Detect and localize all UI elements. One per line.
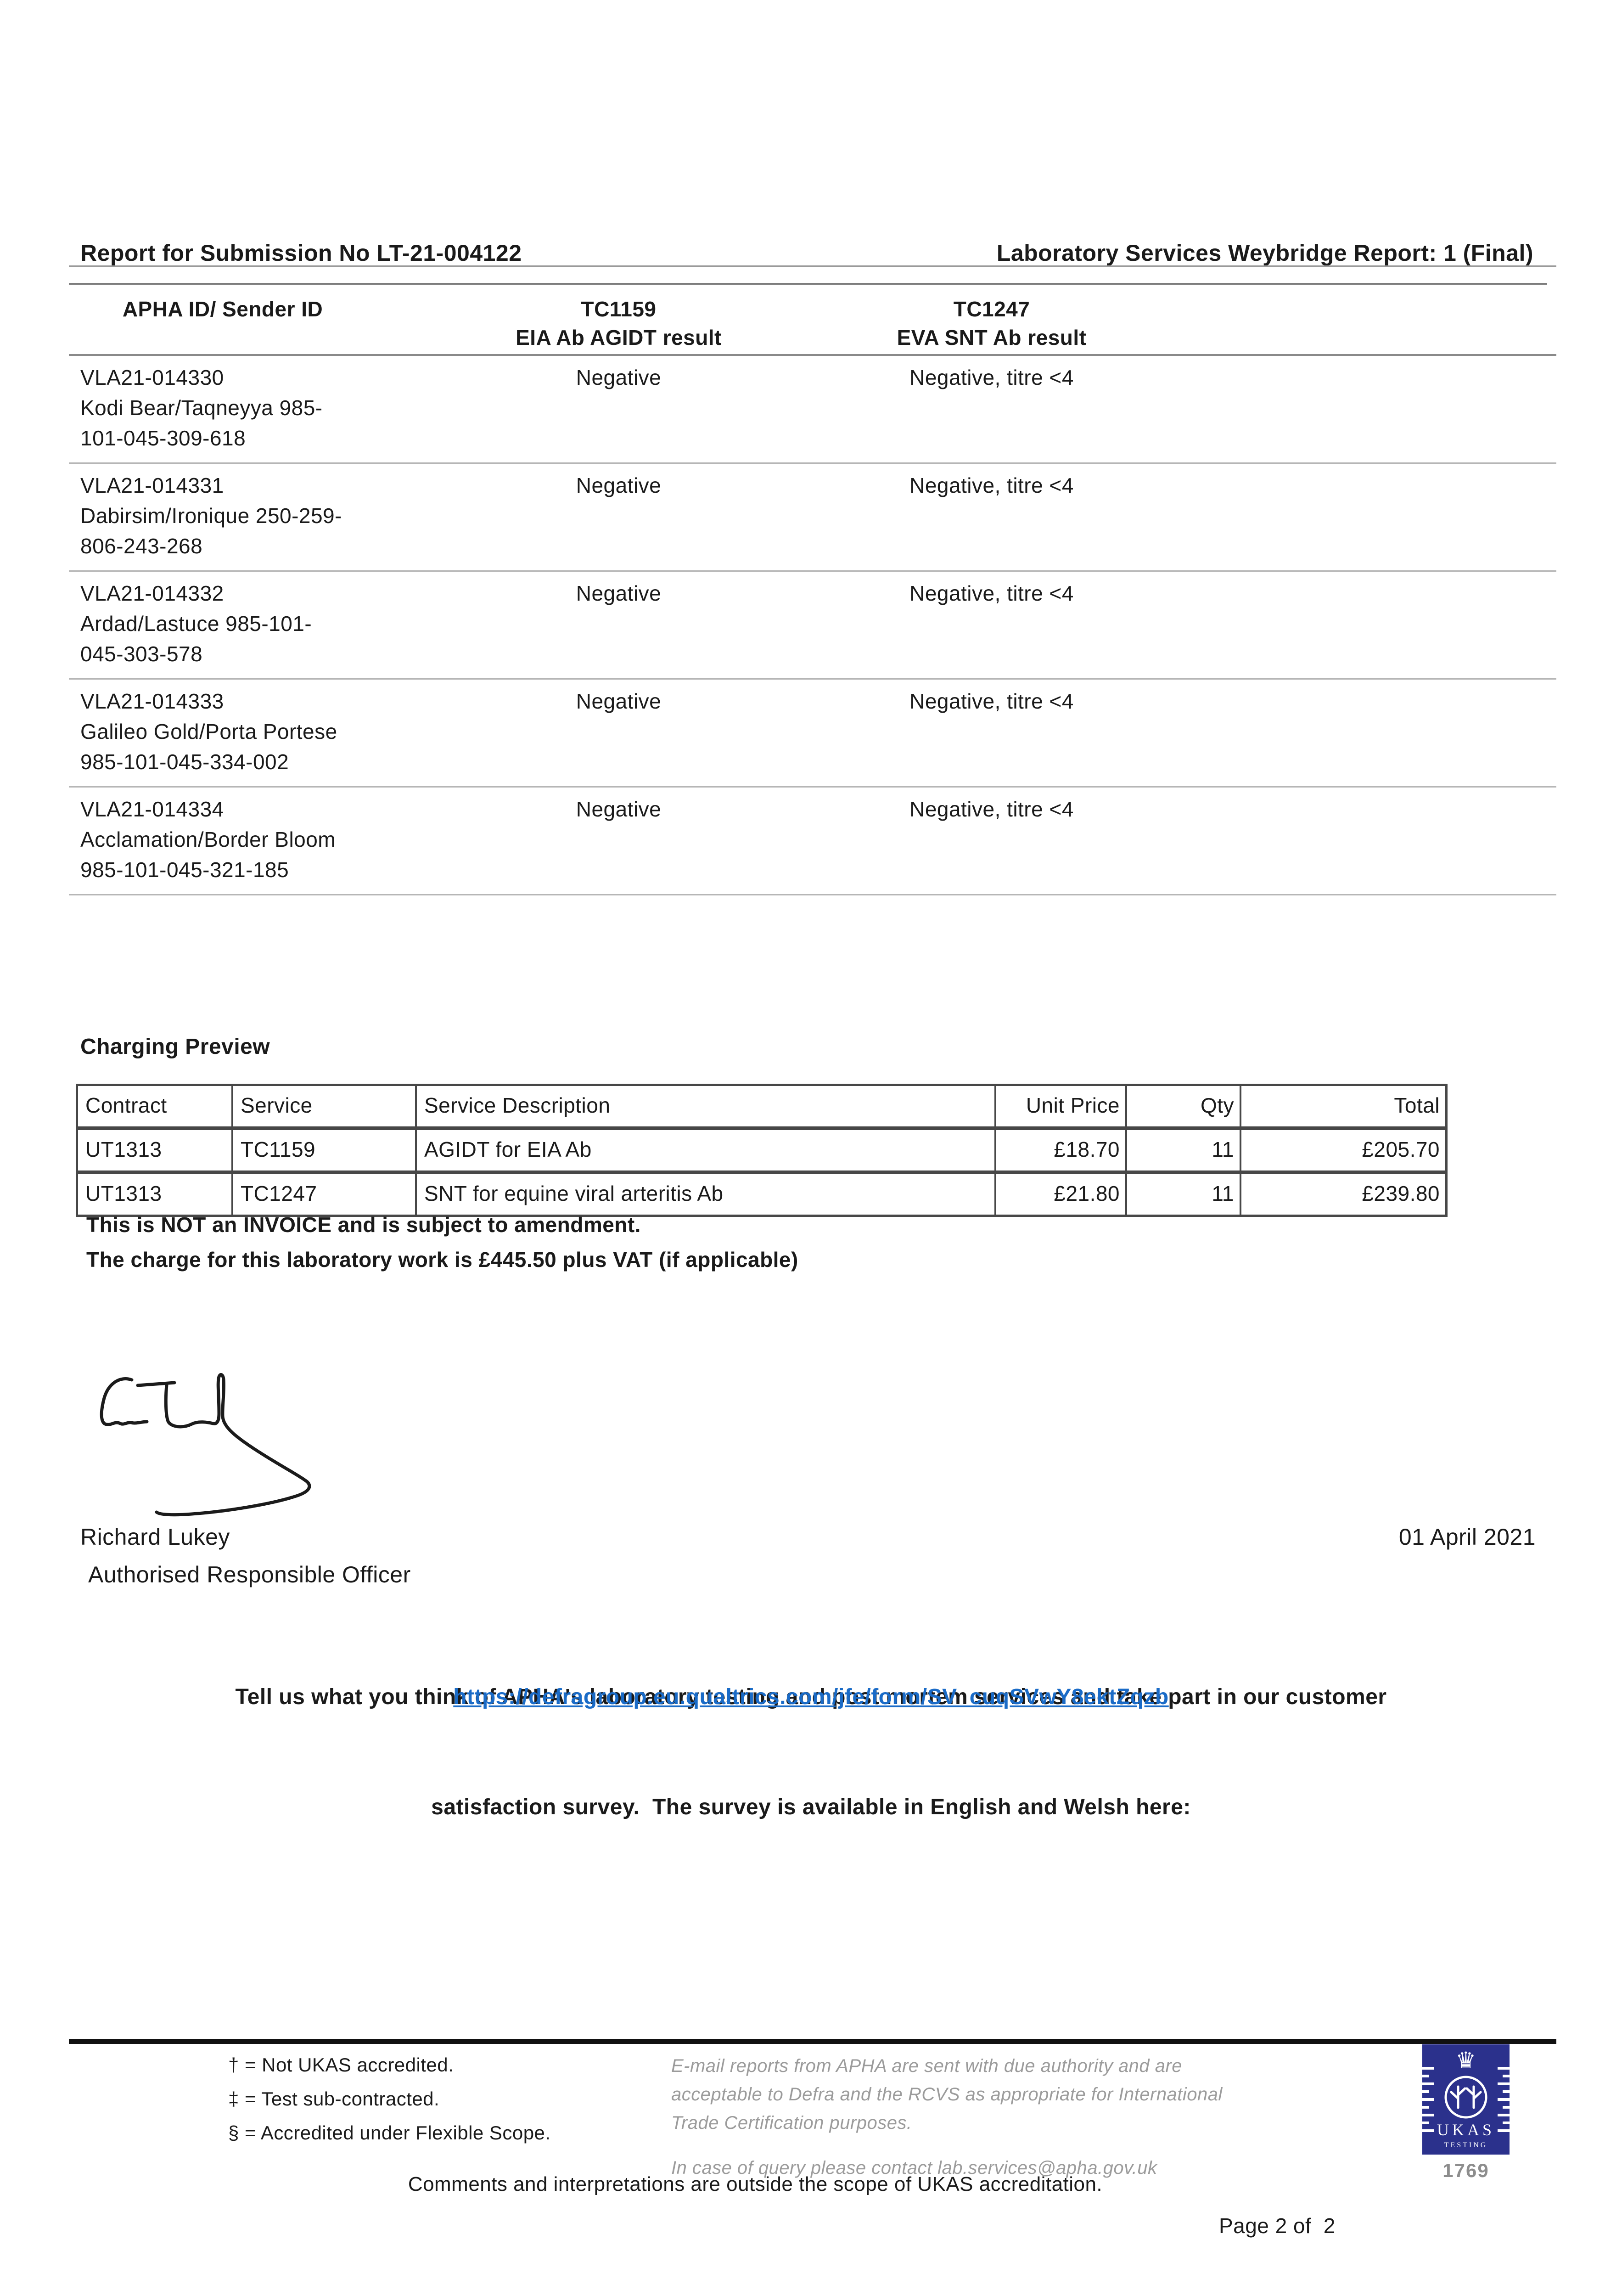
footnote-double-dagger: ‡ = Test sub-contracted.: [228, 2088, 440, 2110]
accreditation-footnotes: † = Not UKAS accredited. ‡ = Test sub-co…: [228, 2048, 551, 2150]
service-cell: TC1247: [233, 1174, 417, 1215]
column-header-tc1247: TC1247 EVA SNT Ab result: [897, 297, 1087, 349]
snt-result-cell: Negative, titre <4: [909, 473, 1074, 497]
ukas-figures-icon: [1450, 2085, 1482, 2109]
signature-stroke: [100, 1373, 311, 1517]
charging-table-header: Contract Service Service Description Uni…: [78, 1086, 1445, 1130]
results-table: APHA ID/ Sender ID TC1159 EIA Ab AGIDT r…: [69, 289, 1556, 895]
survey-line-2: satisfaction survey. The survey is avail…: [431, 1795, 1191, 1819]
survey-line-1: Tell us what you think of APHA's laborat…: [235, 1685, 1387, 1709]
charging-preview-heading: Charging Preview: [80, 1035, 270, 1059]
snt-result-cell: Negative, titre <4: [909, 689, 1074, 713]
ukas-comments-disclaimer: Comments and interpretations are outside…: [408, 2173, 1103, 2195]
footer-divider: [69, 2039, 1556, 2044]
submission-report-title: Report for Submission No LT-21-004122: [80, 240, 522, 266]
column-header-qty: Qty: [1127, 1086, 1241, 1126]
signature-image: [100, 1373, 311, 1517]
sample-id-cell: VLA21-014330 Kodi Bear/Taqneyya 985- 101…: [80, 366, 323, 450]
survey-invitation: Tell us what you think of APHA's laborat…: [0, 1605, 1622, 1863]
charging-row: UT1313 TC1247 SNT for equine viral arter…: [78, 1174, 1445, 1215]
column-header-service-description: Service Description: [417, 1086, 996, 1126]
table-row: VLA21-014331 Dabirsim/Ironique 250-259- …: [69, 464, 1556, 572]
signatory-name: Richard Lukey: [80, 1524, 230, 1550]
ukas-testing-logo: ♛ UKAS TESTING: [1422, 2044, 1510, 2155]
snt-result-cell: Negative, titre <4: [909, 581, 1074, 605]
results-table-top-border: [69, 283, 1547, 285]
table-row: VLA21-014330 Kodi Bear/Taqneyya 985- 101…: [69, 356, 1556, 464]
sample-id-cell: VLA21-014334 Acclamation/Border Bloom 98…: [80, 797, 336, 882]
footnote-section: § = Accredited under Flexible Scope.: [228, 2122, 551, 2144]
unit-price-cell: £18.70: [996, 1130, 1127, 1171]
column-header-service: Service: [233, 1086, 417, 1126]
column-header-tc1159: TC1159 EIA Ab AGIDT result: [516, 297, 722, 349]
results-table-header: APHA ID/ Sender ID TC1159 EIA Ab AGIDT r…: [69, 289, 1556, 356]
service-cell: TC1159: [233, 1130, 417, 1171]
snt-result-cell: Negative, titre <4: [909, 366, 1074, 389]
not-invoice-note: This is NOT an INVOICE and is subject to…: [86, 1213, 641, 1237]
report-date: 01 April 2021: [1398, 1524, 1536, 1550]
qty-cell: 11: [1127, 1130, 1241, 1171]
survey-link-container: https://defragroup.eu.qualtrics.com/jfe/…: [0, 1684, 1622, 1710]
table-row: VLA21-014333 Galileo Gold/Porta Portese …: [69, 680, 1556, 788]
sample-id-cell: VLA21-014332 Ardad/Lastuce 985-101- 045-…: [80, 581, 312, 666]
total-cell: £239.80: [1362, 1182, 1440, 1205]
table-row: VLA21-014332 Ardad/Lastuce 985-101- 045-…: [69, 572, 1556, 680]
agidt-result-cell: Negative: [576, 366, 662, 389]
ukas-circle: [1444, 2076, 1487, 2119]
unit-price-cell: £21.80: [996, 1174, 1127, 1215]
footnote-dagger: † = Not UKAS accredited.: [228, 2054, 454, 2076]
page-number: Page 2 of 2: [1219, 2214, 1336, 2238]
ukas-label: UKAS: [1437, 2121, 1495, 2139]
query-contact-note: In case of query please contact lab.serv…: [671, 2158, 1157, 2178]
table-row: VLA21-014334 Acclamation/Border Bloom 98…: [69, 788, 1556, 895]
qty-cell: 11: [1127, 1174, 1241, 1215]
header-divider: [69, 265, 1556, 267]
column-header-contract: Contract: [78, 1086, 233, 1126]
charging-table: Contract Service Service Description Uni…: [76, 1084, 1448, 1217]
signoff-row: Richard Lukey 01 April 2021: [80, 1524, 1536, 1550]
contract-cell: UT1313: [78, 1174, 233, 1215]
agidt-result-cell: Negative: [576, 581, 662, 605]
column-header-total: Total: [1394, 1093, 1440, 1117]
service-description-cell: AGIDT for EIA Ab: [417, 1130, 996, 1171]
service-description-cell: SNT for equine viral arteritis Ab: [417, 1174, 996, 1215]
total-cell: £205.70: [1362, 1137, 1440, 1161]
column-header-apha-id: APHA ID/ Sender ID: [122, 297, 323, 321]
lab-services-report-title: Laboratory Services Weybridge Report: 1 …: [996, 240, 1533, 266]
sample-id-cell: VLA21-014333 Galileo Gold/Porta Portese …: [80, 689, 337, 774]
ruler-ticks: [1422, 2067, 1510, 2132]
ukas-sublabel: TESTING: [1444, 2141, 1488, 2149]
sample-id-cell: VLA21-014331 Dabirsim/Ironique 250-259- …: [80, 473, 342, 558]
signatory-role: Authorised Responsible Officer: [88, 1562, 411, 1587]
ukas-accreditation-mark: ♛ UKAS TESTING 1769: [1422, 2044, 1510, 2182]
agidt-result-cell: Negative: [576, 797, 662, 821]
agidt-result-cell: Negative: [576, 473, 662, 497]
email-authority-note: E-mail reports from APHA are sent with d…: [671, 2052, 1314, 2182]
contract-cell: UT1313: [78, 1130, 233, 1171]
crown-icon: ♛: [1455, 2048, 1476, 2073]
agidt-result-cell: Negative: [576, 689, 662, 713]
ukas-number: 1769: [1442, 2160, 1489, 2181]
column-header-unit-price: Unit Price: [996, 1086, 1127, 1126]
charge-total-note: The charge for this laboratory work is £…: [86, 1248, 798, 1272]
survey-link[interactable]: https://defragroup.eu.qualtrics.com/jfe/…: [453, 1685, 1169, 1709]
charging-row: UT1313 TC1159 AGIDT for EIA Ab £18.70 11…: [78, 1130, 1445, 1174]
snt-result-cell: Negative, titre <4: [909, 797, 1074, 821]
document-header: Report for Submission No LT-21-004122 La…: [80, 240, 1533, 266]
